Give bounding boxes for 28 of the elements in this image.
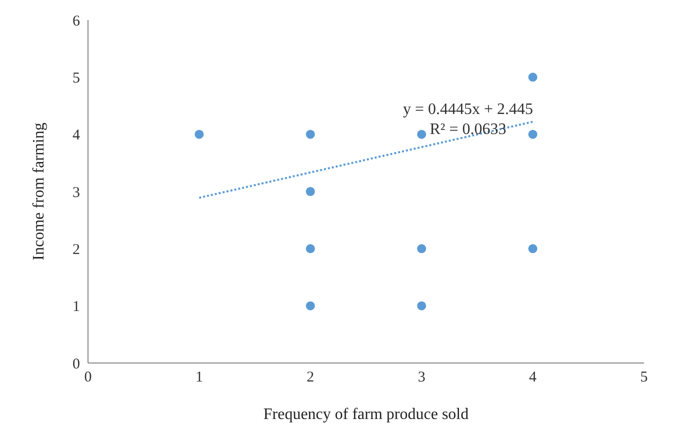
point [417,130,426,139]
annotation: R² = 0.0633 [428,120,508,140]
x-axis-title: Frequency of farm produce sold [263,406,469,423]
y-tick-label: 5 [72,70,80,86]
point [417,301,426,310]
y-tick-label: 1 [72,299,80,316]
point [417,244,426,254]
point [306,244,315,254]
y-tick-label: 2 [72,242,80,258]
x-tick-label: 4 [529,370,538,386]
point [194,130,204,139]
annotation: y = 0.4445x + 2.445 [402,100,534,120]
y-tick-label: 3 [72,184,80,201]
point [528,244,538,254]
point [528,72,538,82]
x-tick-label: 3 [418,370,426,386]
y-tick-label: 6 [72,13,80,30]
point [306,186,315,196]
y-tick-label: 0 [72,356,80,372]
point [306,301,315,310]
x-tick-label: 5 [640,370,648,386]
point [528,130,538,139]
y-axis-title: Income from farming [30,122,48,260]
x-tick-label: 0 [84,370,92,386]
x-tick-label: 2 [306,370,314,386]
point [306,130,315,139]
x-tick-label: 1 [195,370,203,386]
y-tick-label: 4 [72,128,80,144]
